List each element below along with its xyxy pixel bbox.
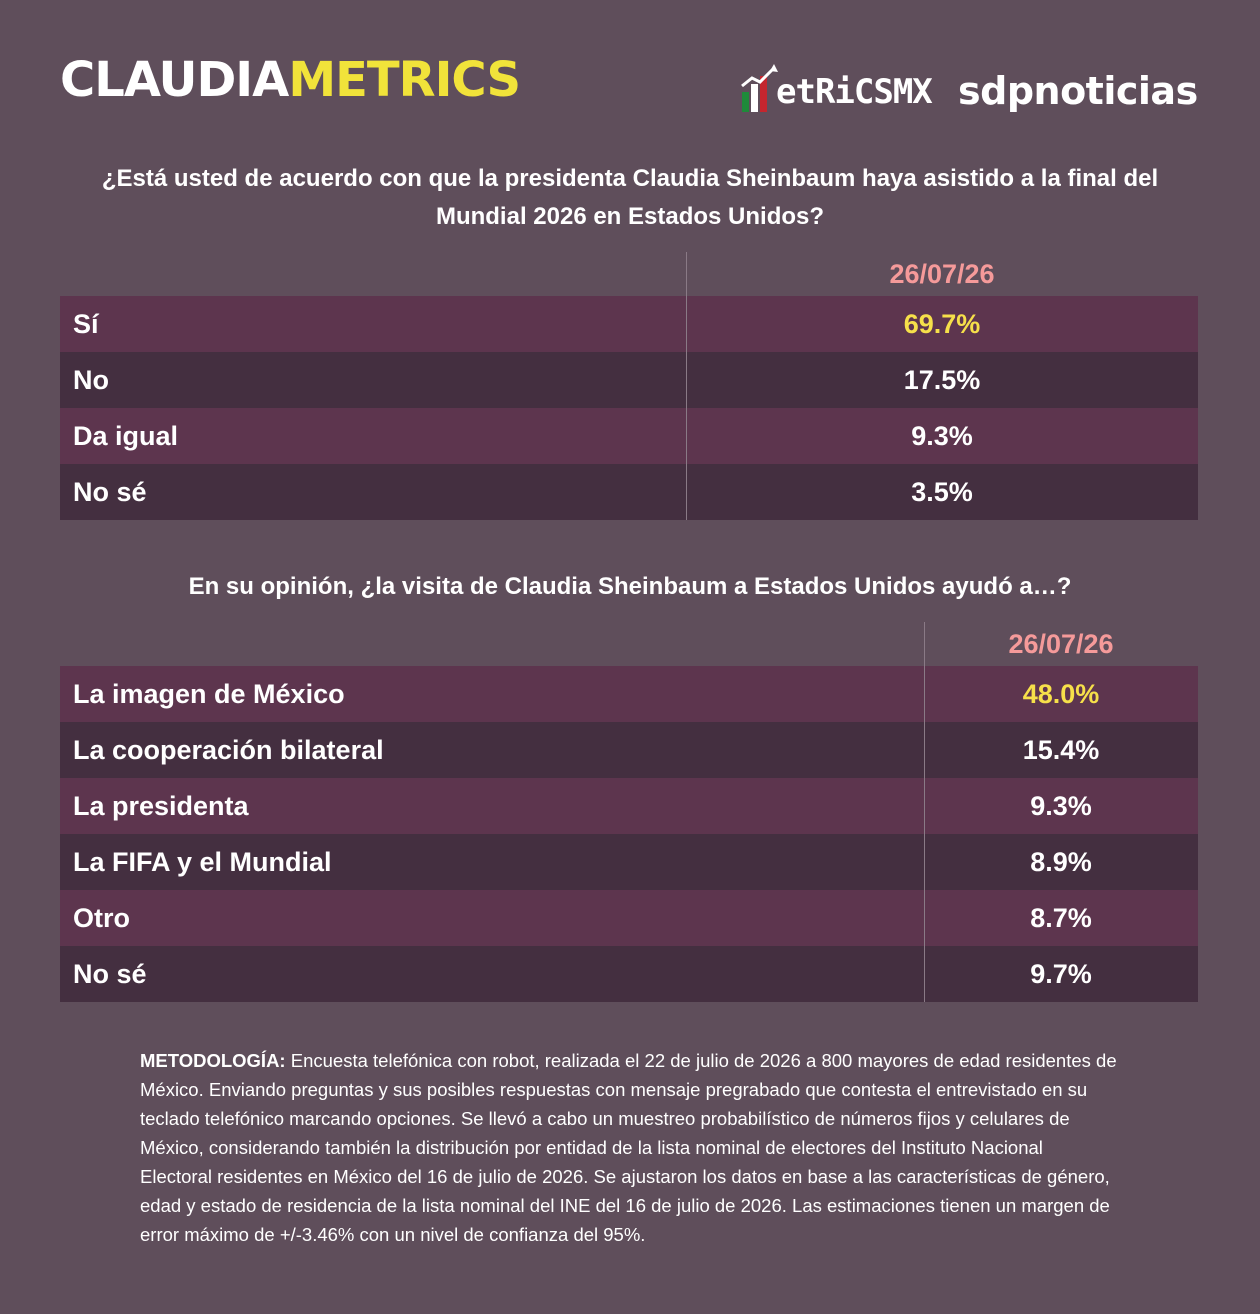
row-value: 9.7%: [1030, 959, 1092, 989]
table-row: No sé 9.7%: [60, 946, 1198, 1002]
table-row: Otro 8.7%: [60, 890, 1198, 946]
date-header-row: 26/07/26: [60, 622, 1198, 666]
table-row: Da igual 9.3%: [60, 408, 1198, 464]
row-value: 15.4%: [1022, 735, 1100, 765]
column-divider: [686, 252, 687, 520]
table-row: La imagen de México 48.0%: [60, 666, 1198, 722]
table-row: La presidenta 9.3%: [60, 778, 1198, 834]
date-label: 26/07/26: [889, 259, 995, 289]
row-value: 9.3%: [911, 421, 973, 451]
row-label: No: [73, 365, 109, 395]
chart-arrow-icon: [741, 64, 778, 112]
row-label: Sí: [73, 309, 99, 339]
metricsmx-wordmark: etRiCSMX: [776, 72, 933, 112]
row-value: 8.7%: [1030, 903, 1092, 933]
row-value: 9.3%: [1030, 791, 1092, 821]
question-1-title: ¿Está usted de acuerdo con que la presid…: [101, 165, 1159, 230]
row-label: La FIFA y el Mundial: [73, 847, 332, 877]
question-2-title: En su opinión, ¿la visita de Claudia She…: [188, 573, 1072, 600]
partner-logos: etRiCSMX sdpnoticias: [740, 58, 1200, 118]
results-table-2: 26/07/26 La imagen de México 48.0% La coope…: [60, 622, 1198, 1002]
row-value: 8.9%: [1030, 847, 1092, 877]
methodology-text: Encuesta telefónica con robot, realizada…: [140, 1050, 1117, 1245]
table-row: No 17.5%: [60, 352, 1198, 408]
row-label: Otro: [73, 903, 130, 933]
row-label: La presidenta: [73, 791, 249, 821]
logo-part-metrics: METRICS: [288, 52, 521, 108]
row-value: 3.5%: [911, 477, 973, 507]
table-row: La FIFA y el Mundial 8.9%: [60, 834, 1198, 890]
methodology-title: METODOLOGÍA:: [140, 1050, 286, 1071]
logo-part-claudia: CLAUDIA: [60, 52, 289, 108]
row-value: 48.0%: [1022, 679, 1100, 709]
sdpnoticias-logo: sdpnoticias: [958, 69, 1198, 113]
row-value: 17.5%: [903, 365, 981, 395]
row-label: No sé: [73, 959, 147, 989]
row-label: No sé: [73, 477, 147, 507]
row-label: La cooperación bilateral: [73, 735, 384, 765]
row-label: La imagen de México: [73, 679, 345, 709]
table-row: La cooperación bilateral 15.4%: [60, 722, 1198, 778]
date-label: 26/07/26: [1008, 629, 1114, 659]
column-divider: [924, 622, 925, 1002]
table-row: No sé 3.5%: [60, 464, 1198, 520]
row-label: Da igual: [73, 421, 179, 451]
table-row: Sí 69.7%: [60, 296, 1198, 352]
row-value: 69.7%: [903, 309, 981, 339]
date-header-row: 26/07/26: [60, 252, 1198, 296]
header: CLAUDIAMETRICS etRiCSMX sdpnoticias: [0, 0, 1260, 140]
metricsmx-logo: etRiCSMX: [740, 58, 940, 118]
methodology-note: METODOLOGÍA: Encuesta telefónica con rob…: [140, 1046, 1120, 1249]
claudiametrics-logo: CLAUDIAMETRICS: [60, 50, 521, 110]
results-table-1: 26/07/26 Sí 69.7% No 17.5% Da igual 9.3% No sé 3…: [60, 252, 1198, 520]
